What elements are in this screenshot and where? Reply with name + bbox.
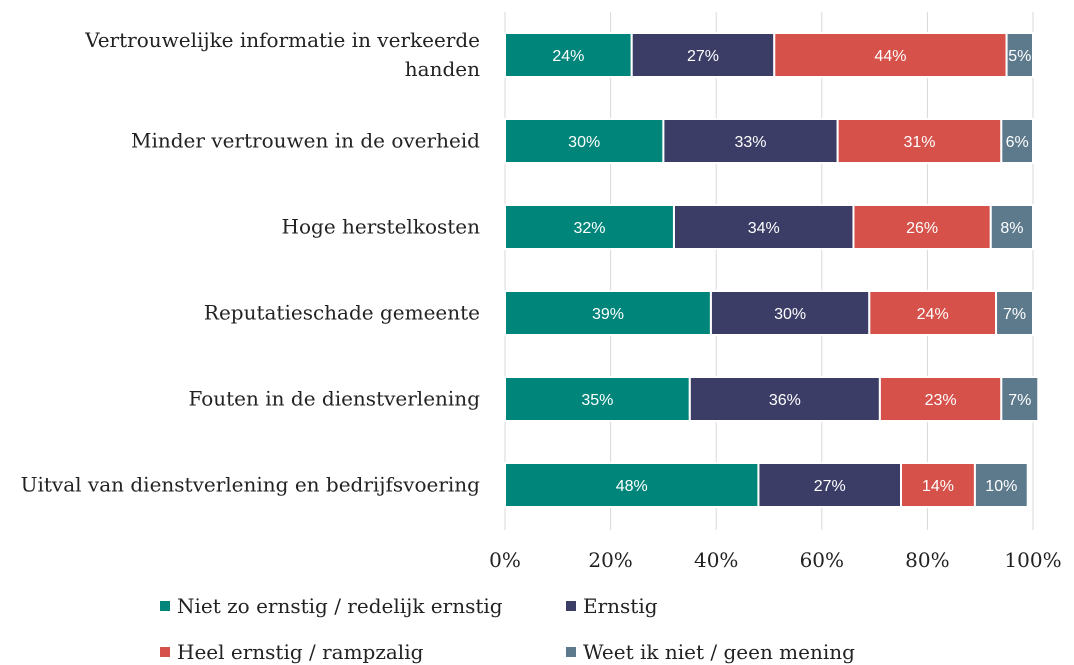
bar-segment bbox=[989, 204, 1035, 250]
value-label: 24% bbox=[552, 48, 584, 65]
value-label: 27% bbox=[687, 48, 719, 65]
category-label: Uitval van dienstverlening en bedrijfsvo… bbox=[20, 472, 480, 497]
x-tick-label: 40% bbox=[694, 548, 738, 572]
value-label: 5% bbox=[1008, 48, 1031, 65]
value-label: 48% bbox=[616, 478, 648, 495]
legend-swatch bbox=[566, 647, 576, 657]
value-label: 24% bbox=[917, 306, 949, 323]
value-label: 6% bbox=[1006, 134, 1029, 151]
bar-segment bbox=[900, 462, 976, 508]
x-tick-label: 80% bbox=[905, 548, 949, 572]
value-label: 31% bbox=[903, 134, 935, 151]
bar-segment bbox=[504, 376, 691, 422]
legend-label: Niet zo ernstig / redelijk ernstig bbox=[177, 594, 503, 618]
value-label: 7% bbox=[1008, 392, 1031, 409]
value-label: 35% bbox=[581, 392, 613, 409]
value-label: 30% bbox=[568, 134, 600, 151]
x-tick-label: 100% bbox=[1004, 548, 1061, 572]
value-label: 33% bbox=[735, 134, 767, 151]
value-label: 23% bbox=[925, 392, 957, 409]
category-label: Reputatieschade gemeente bbox=[203, 300, 480, 325]
legend-swatch bbox=[160, 601, 170, 611]
bar-segment bbox=[504, 32, 633, 78]
value-label: 7% bbox=[1003, 306, 1026, 323]
value-label: 14% bbox=[922, 478, 954, 495]
bar-segment bbox=[852, 204, 992, 250]
bar-segment bbox=[504, 118, 665, 164]
value-label: 27% bbox=[814, 478, 846, 495]
bar-segment bbox=[1000, 376, 1040, 422]
bar-segment bbox=[688, 376, 881, 422]
x-tick-label: 60% bbox=[800, 548, 844, 572]
legend-label: Heel ernstig / rampzalig bbox=[177, 640, 424, 664]
legend-swatch bbox=[566, 601, 576, 611]
value-label: 32% bbox=[573, 220, 605, 237]
category-label: Fouten in de dienstverlening bbox=[188, 386, 480, 411]
category-label: Vertrouwelijke informatie in verkeerde h… bbox=[85, 28, 480, 81]
bar-segment bbox=[662, 118, 839, 164]
legend-swatch bbox=[160, 647, 170, 657]
value-label: 44% bbox=[874, 48, 906, 65]
category-label: Hoge herstelkosten bbox=[281, 214, 480, 239]
value-label: 26% bbox=[906, 220, 938, 237]
bar-segment bbox=[504, 204, 675, 250]
bar-segment bbox=[504, 290, 712, 336]
bar-segment bbox=[672, 204, 855, 250]
bar-segment bbox=[1000, 118, 1035, 164]
bar-segment bbox=[973, 462, 1029, 508]
category-label: Minder vertrouwen in de overheid bbox=[130, 128, 480, 153]
x-tick-label: 0% bbox=[489, 548, 521, 572]
value-label: 10% bbox=[985, 478, 1017, 495]
x-tick-label: 20% bbox=[588, 548, 632, 572]
bar-segment bbox=[836, 118, 1003, 164]
value-label: 8% bbox=[1000, 220, 1023, 237]
legend-label: Ernstig bbox=[583, 594, 658, 618]
bar-segment bbox=[709, 290, 871, 336]
value-label: 39% bbox=[592, 306, 624, 323]
value-label: 36% bbox=[769, 392, 801, 409]
bar-segment bbox=[1005, 32, 1034, 78]
legend-label: Weet ik niet / geen mening bbox=[583, 640, 855, 664]
value-label: 30% bbox=[774, 306, 806, 323]
bar-segment bbox=[995, 290, 1034, 336]
value-label: 34% bbox=[748, 220, 780, 237]
